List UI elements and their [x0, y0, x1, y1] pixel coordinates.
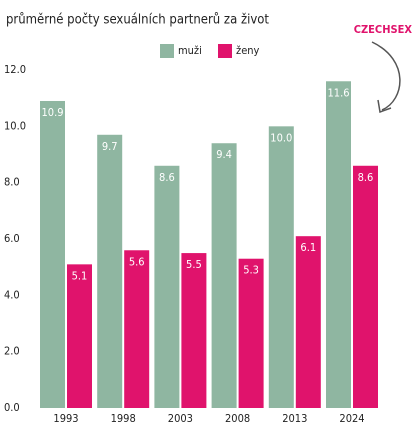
y-tick-label: 4.0	[4, 288, 20, 301]
legend-label: ženy	[236, 44, 260, 57]
logo: CZECHSEX	[354, 23, 413, 36]
bar	[353, 165, 378, 408]
bar	[295, 236, 321, 408]
y-tick-label: 0.0	[4, 401, 20, 414]
bar	[154, 165, 180, 408]
y-tick-label: 2.0	[4, 345, 20, 358]
arrow-head	[377, 99, 392, 114]
bar	[97, 134, 123, 409]
x-tick-label: 2003	[168, 412, 193, 425]
value-label: 9.4	[216, 148, 232, 161]
value-label: 5.5	[186, 258, 202, 271]
bar	[40, 100, 65, 408]
legend-swatch	[160, 44, 174, 58]
bar	[124, 250, 150, 408]
x-tick-label: 1993	[53, 412, 78, 425]
value-label: 10.9	[41, 106, 63, 119]
y-tick-label: 6.0	[4, 232, 20, 245]
bar	[181, 253, 207, 408]
x-tick-label: 2013	[282, 412, 307, 425]
value-label: 5.1	[72, 269, 88, 282]
value-label: 5.6	[129, 255, 145, 268]
value-label: 11.6	[327, 86, 349, 99]
x-tick-label: 1998	[111, 412, 136, 425]
x-tick-label: 2024	[339, 412, 364, 425]
value-label: 8.6	[159, 171, 175, 184]
y-tick-label: 8.0	[4, 176, 20, 189]
y-tick-label: 12.0	[4, 63, 26, 76]
value-label: 10.0	[270, 131, 292, 144]
bar	[268, 126, 294, 408]
value-label: 9.7	[102, 140, 118, 153]
x-tick-label: 2008	[225, 412, 250, 425]
y-tick-label: 10.0	[4, 119, 26, 132]
legend-swatch	[218, 44, 232, 58]
value-label: 6.1	[300, 241, 316, 254]
value-label: 8.6	[358, 171, 374, 184]
legend-label: muži	[178, 44, 202, 57]
bar	[67, 264, 92, 408]
bar	[211, 143, 237, 408]
chart-title: průměrné počty sexuálních partnerů za ži…	[6, 13, 269, 28]
bar	[326, 81, 351, 409]
arrow	[371, 41, 401, 111]
value-label: 5.3	[243, 264, 259, 277]
bar	[238, 258, 264, 408]
